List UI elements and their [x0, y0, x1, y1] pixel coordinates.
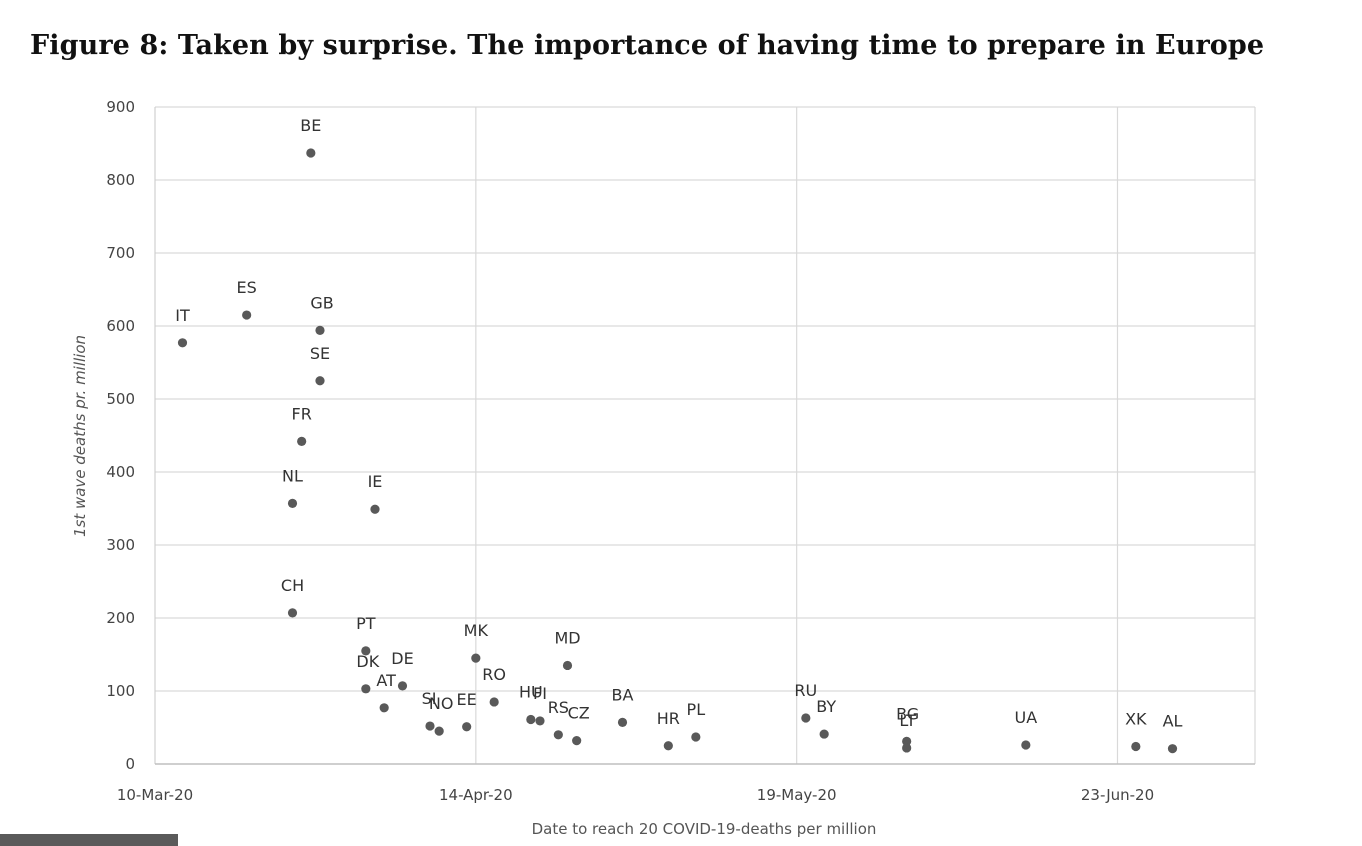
point-label-by: BY [816, 697, 836, 716]
figure-title: Figure 8: Taken by surprise. The importa… [30, 30, 1265, 61]
point-label-md: MD [554, 628, 580, 647]
x-axis-label: Date to reach 20 COVID-19-deaths per mil… [532, 820, 877, 838]
data-point-ua [1021, 740, 1031, 750]
point-label-pt: PT [356, 614, 376, 633]
data-points [177, 148, 1178, 754]
data-point-ie [370, 504, 380, 514]
data-point-dk [361, 684, 371, 694]
data-point-lt [902, 743, 912, 753]
data-point-al [1167, 744, 1178, 754]
data-point-hu [526, 714, 536, 725]
point-label-no: NO [429, 694, 454, 713]
data-point-xk [1131, 741, 1141, 752]
point-label-se: SE [310, 344, 330, 363]
x-tick-label: 14-Apr-20 [439, 786, 513, 804]
data-point-cz [572, 736, 582, 746]
x-tick-label: 10-Mar-20 [117, 786, 193, 804]
point-label-lt: LT [899, 711, 916, 730]
y-tick-label: 500 [106, 390, 135, 408]
data-point-pt [361, 646, 371, 656]
point-label-es: ES [237, 278, 257, 297]
watermark-bar [0, 834, 178, 846]
data-point-bg [902, 736, 912, 746]
y-tick-label: 0 [125, 755, 135, 773]
x-tick-label: 23-Jun-20 [1081, 786, 1154, 804]
point-label-ua: UA [1015, 708, 1038, 727]
data-point-si [425, 721, 435, 731]
data-point-ba [617, 717, 628, 727]
data-point-se [315, 376, 325, 386]
point-label-ee: EE [457, 690, 477, 709]
y-tick-labels: 0 100 200 300 400 500 600 700 800 900 [106, 98, 135, 773]
data-point-ee [462, 722, 472, 732]
y-tick-label: 300 [106, 536, 135, 554]
y-tick-label: 400 [106, 463, 135, 481]
y-tick-label: 200 [106, 609, 135, 627]
data-point-ch [287, 608, 298, 618]
point-label-de: DE [391, 649, 413, 668]
point-label-nl: NL [282, 466, 303, 485]
data-point-ru [801, 713, 811, 723]
point-label-be: BE [300, 116, 321, 135]
point-label-xk: XK [1125, 709, 1147, 728]
data-point-be [306, 148, 316, 158]
data-point-fr [297, 436, 307, 446]
y-tick-label: 100 [106, 682, 135, 700]
data-point-gb [315, 325, 325, 335]
y-tick-label: 700 [106, 244, 135, 262]
point-label-hu: HU [519, 682, 543, 701]
point-label-fr: FR [292, 404, 312, 423]
point-label-ru: RU [794, 681, 817, 700]
data-point-it [177, 338, 188, 348]
y-tick-label: 800 [106, 171, 135, 189]
data-point-nl [287, 498, 298, 508]
point-label-ch: CH [281, 576, 304, 595]
point-label-fi: FI [533, 684, 547, 703]
point-label-ro: RO [482, 665, 506, 684]
point-label-gb: GB [310, 293, 333, 312]
data-point-md [562, 660, 573, 671]
x-tick-labels: 10-Mar-20 14-Apr-20 19-May-20 23-Jun-20 [117, 786, 1154, 804]
data-point-rs [553, 730, 563, 740]
data-point-es [242, 310, 252, 320]
data-point-no [434, 726, 444, 736]
point-label-mk: MK [464, 621, 489, 640]
data-point-ro [489, 697, 499, 707]
data-point-de [397, 681, 408, 691]
point-label-rs: RS [548, 698, 569, 717]
point-label-si: SI [422, 689, 437, 708]
point-label-ie: IE [368, 472, 383, 491]
point-label-ba: BA [612, 685, 634, 704]
point-label-bg: BG [896, 704, 919, 723]
data-point-fi [535, 716, 545, 726]
point-label-at: AT [376, 671, 396, 690]
x-tick-label: 19-May-20 [757, 786, 837, 804]
y-tick-label: 900 [106, 98, 135, 116]
y-axis-label: 1st wave deaths pr. million [71, 335, 89, 537]
data-point-at [379, 703, 389, 713]
point-label-pl: PL [687, 700, 706, 719]
axes [154, 107, 1255, 765]
point-label-al: AL [1163, 712, 1183, 731]
point-label-it: IT [175, 306, 190, 325]
point-label-hr: HR [657, 709, 680, 728]
data-point-pl [691, 732, 701, 742]
gridlines [155, 106, 1256, 764]
data-point-by [819, 729, 829, 739]
y-tick-label: 600 [106, 317, 135, 335]
point-label-cz: CZ [568, 704, 590, 723]
data-point-hr [663, 741, 673, 751]
point-label-dk: DK [356, 652, 379, 671]
data-point-mk [471, 653, 481, 663]
